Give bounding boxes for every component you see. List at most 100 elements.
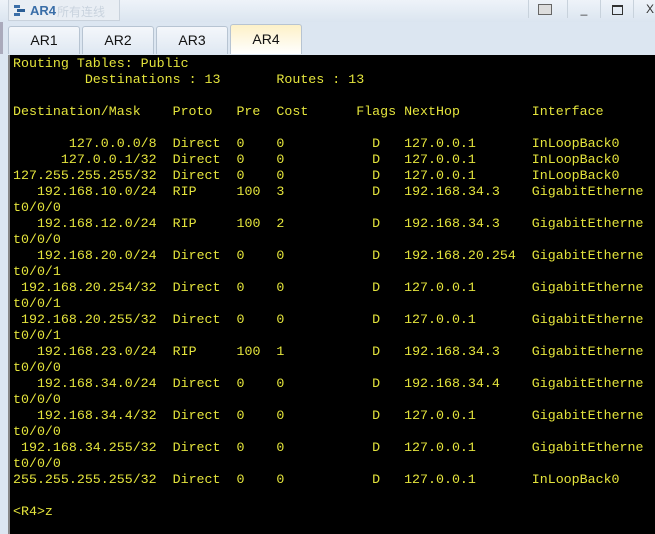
preference: 0 <box>236 472 245 487</box>
proto: Direct <box>172 248 221 263</box>
nexthop: 192.168.34.3 <box>404 344 500 359</box>
interface: GigabitEthernet0/0/0 <box>13 216 644 247</box>
nexthop: 127.0.0.1 <box>404 408 476 423</box>
tab-ar2[interactable]: AR2 <box>82 26 154 54</box>
minimize-icon: _ <box>580 2 588 16</box>
restore-button[interactable] <box>528 0 561 18</box>
proto: Direct <box>172 152 221 167</box>
flags: D <box>372 344 381 359</box>
cost: 0 <box>276 472 285 487</box>
interface: InLoopBack0 <box>531 152 620 167</box>
interface: GigabitEthernet0/0/0 <box>13 408 644 439</box>
flags: D <box>372 152 381 167</box>
nexthop: 127.0.0.1 <box>404 152 476 167</box>
table-row: 192.168.12.0/24 RIP 100 2 D 192.168.34.3… <box>13 216 651 248</box>
cost: 0 <box>276 312 285 327</box>
table-row: 192.168.34.255/32 Direct 0 0 D 127.0.0.1… <box>13 440 651 472</box>
cost: 0 <box>276 248 285 263</box>
destination: 192.168.34.255/32 <box>20 440 157 455</box>
proto: Direct <box>172 408 221 423</box>
flags: D <box>372 376 381 391</box>
preference: 0 <box>236 376 245 391</box>
routes-count: 13 <box>348 72 365 87</box>
interface: InLoopBack0 <box>531 136 620 151</box>
flags: D <box>372 248 381 263</box>
maximize-icon <box>611 5 623 15</box>
ghost-text: 所有连线 <box>57 5 106 19</box>
nexthop: 192.168.34.3 <box>404 184 500 199</box>
terminal-console[interactable]: Routing Tables: Public Destinations : 13… <box>8 55 655 534</box>
preference: 0 <box>236 280 245 295</box>
proto: Direct <box>172 376 221 391</box>
preference: 100 <box>236 184 261 199</box>
cost: 0 <box>276 136 285 151</box>
table-row: 127.255.255.255/32 Direct 0 0 D 127.0.0.… <box>13 168 651 184</box>
proto: Direct <box>172 312 221 327</box>
restore-icon <box>538 4 552 15</box>
column-header: Cost <box>276 104 309 119</box>
preference: 0 <box>236 152 245 167</box>
cost: 0 <box>276 440 285 455</box>
preference: 0 <box>236 136 245 151</box>
table-row: 255.255.255.255/32 Direct 0 0 D 127.0.0.… <box>13 472 651 488</box>
nexthop: 127.0.0.1 <box>404 136 476 151</box>
preference: 0 <box>236 168 245 183</box>
destination: 127.255.255.255/32 <box>13 168 157 183</box>
interface: GigabitEthernet0/0/1 <box>13 312 644 343</box>
destination: 192.168.10.0/24 <box>36 184 157 199</box>
tab-ar4[interactable]: AR4 <box>230 24 302 54</box>
proto: Direct <box>172 168 221 183</box>
destination: 192.168.34.0/24 <box>36 376 157 391</box>
destination: 192.168.12.0/24 <box>36 216 157 231</box>
destination: 192.168.23.0/24 <box>36 344 157 359</box>
table-row: 127.0.0.1/32 Direct 0 0 D 127.0.0.1 InLo… <box>13 152 651 168</box>
nexthop: 192.168.20.254 <box>404 248 516 263</box>
cost: 0 <box>276 168 285 183</box>
close-button[interactable]: X <box>633 0 655 18</box>
flags: D <box>372 472 381 487</box>
flags: D <box>372 216 381 231</box>
close-icon: X <box>645 2 654 16</box>
interface: GigabitEthernet0/0/1 <box>13 248 644 279</box>
table-header: Destination/Mask Proto Pre Cost Flags Ne… <box>13 104 651 120</box>
flags: D <box>372 440 381 455</box>
flags: D <box>372 280 381 295</box>
title-box: 所有连线 AR4 <box>8 0 120 21</box>
preference: 0 <box>236 440 245 455</box>
destination: 192.168.20.255/32 <box>20 312 157 327</box>
command-prompt: <R4>z <box>13 504 651 520</box>
preference: 0 <box>236 248 245 263</box>
flags: D <box>372 312 381 327</box>
cost: 3 <box>276 184 285 199</box>
nexthop: 127.0.0.1 <box>404 472 476 487</box>
interface: GigabitEthernet0/0/0 <box>13 376 644 407</box>
blank-line <box>13 88 651 104</box>
maximize-button[interactable] <box>600 0 633 18</box>
flags: D <box>372 136 381 151</box>
minimize-button[interactable]: _ <box>567 0 600 18</box>
cost: 0 <box>276 408 285 423</box>
blank-line <box>13 120 651 136</box>
terminal-output: Routing Tables: Public Destinations : 13… <box>13 56 651 520</box>
cost: 2 <box>276 216 285 231</box>
proto: Direct <box>172 280 221 295</box>
interface: InLoopBack0 <box>531 472 620 487</box>
device-tabs: AR1 AR2 AR3 AR4 <box>0 22 655 54</box>
proto: RIP <box>172 216 197 231</box>
table-row: 192.168.34.0/24 Direct 0 0 D 192.168.34.… <box>13 376 651 408</box>
nexthop: 127.0.0.1 <box>404 280 476 295</box>
flags: D <box>372 408 381 423</box>
destination: 192.168.20.0/24 <box>36 248 157 263</box>
tab-ar1[interactable]: AR1 <box>8 26 80 54</box>
cost: 0 <box>276 280 285 295</box>
proto: Direct <box>172 440 221 455</box>
cost: 0 <box>276 152 285 167</box>
proto: RIP <box>172 344 197 359</box>
table-row: 127.0.0.0/8 Direct 0 0 D 127.0.0.1 InLoo… <box>13 136 651 152</box>
tab-ar3[interactable]: AR3 <box>156 26 228 54</box>
heading-text: Routing Tables: Public <box>13 56 189 71</box>
cost: 1 <box>276 344 285 359</box>
table-row: 192.168.10.0/24 RIP 100 3 D 192.168.34.3… <box>13 184 651 216</box>
interface: GigabitEthernet0/0/0 <box>13 440 644 471</box>
title-bar: 所有连线 AR4 _ X <box>0 0 655 22</box>
